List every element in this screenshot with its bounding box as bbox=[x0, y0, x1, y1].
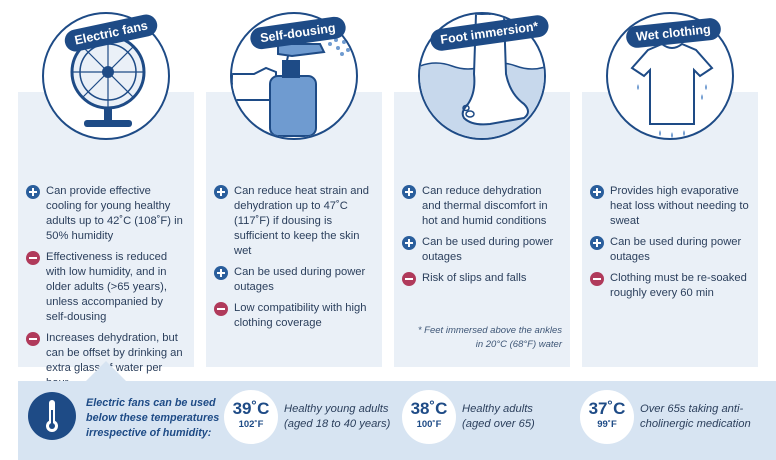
minus-icon bbox=[214, 302, 228, 316]
threshold-statement: Electric fans can be used below these te… bbox=[86, 397, 220, 439]
card-items: Can provide effective cooling for young … bbox=[26, 184, 186, 397]
temp-fahrenheit: 102˚F bbox=[238, 419, 264, 430]
temp-description: Healthy adults (aged over 65) bbox=[462, 403, 535, 430]
band-pointer bbox=[86, 361, 126, 381]
list-item: Can reduce heat strain and dehydration u… bbox=[214, 184, 374, 259]
minus-icon bbox=[26, 332, 40, 346]
list-item: Risk of slips and falls bbox=[402, 271, 562, 286]
thermometer-icon bbox=[28, 392, 76, 440]
list-item: Can be used during power outages bbox=[214, 265, 374, 295]
card-items: Can reduce dehydration and thermal disco… bbox=[402, 184, 562, 292]
temperature-badge: 37˚C 99˚F bbox=[580, 390, 634, 444]
footnote: * Feet immersed above the ankles in 20°C… bbox=[417, 325, 562, 350]
temp-description: Over 65s taking anti-cholinergic medicat… bbox=[640, 403, 751, 430]
list-item: Can provide effective cooling for young … bbox=[26, 184, 186, 244]
plus-icon bbox=[214, 185, 228, 199]
minus-icon bbox=[26, 251, 40, 265]
plus-icon bbox=[214, 266, 228, 280]
temp-celsius: 37˚C bbox=[588, 399, 626, 418]
card-items: Provides high evaporative heat loss with… bbox=[590, 184, 750, 307]
temp-celsius: 38˚C bbox=[410, 399, 448, 418]
card-items: Can reduce heat strain and dehydration u… bbox=[214, 184, 374, 337]
plus-icon bbox=[402, 236, 416, 250]
list-item: Provides high evaporative heat loss with… bbox=[590, 184, 750, 229]
list-item: Can reduce dehydration and thermal disco… bbox=[402, 184, 562, 229]
plus-icon bbox=[402, 185, 416, 199]
list-item: Can be used during power outages bbox=[402, 235, 562, 265]
list-item: Can be used during power outages bbox=[590, 235, 750, 265]
minus-icon bbox=[590, 272, 604, 286]
temperature-badge: 39˚C 102˚F bbox=[224, 390, 278, 444]
temp-fahrenheit: 100˚F bbox=[416, 419, 442, 430]
temp-description: Healthy young adults (aged 18 to 40 year… bbox=[284, 403, 391, 430]
list-item: Effectiveness is reduced with low humidi… bbox=[26, 250, 186, 325]
threshold-band bbox=[18, 381, 776, 460]
list-item: Clothing must be re-soaked roughly every… bbox=[590, 271, 750, 301]
list-item: Low compatibility with high clothing cov… bbox=[214, 301, 374, 331]
temp-celsius: 39˚C bbox=[232, 399, 270, 418]
temp-fahrenheit: 99˚F bbox=[597, 419, 617, 430]
temperature-badge: 38˚C 100˚F bbox=[402, 390, 456, 444]
plus-icon bbox=[590, 185, 604, 199]
plus-icon bbox=[590, 236, 604, 250]
minus-icon bbox=[402, 272, 416, 286]
plus-icon bbox=[26, 185, 40, 199]
